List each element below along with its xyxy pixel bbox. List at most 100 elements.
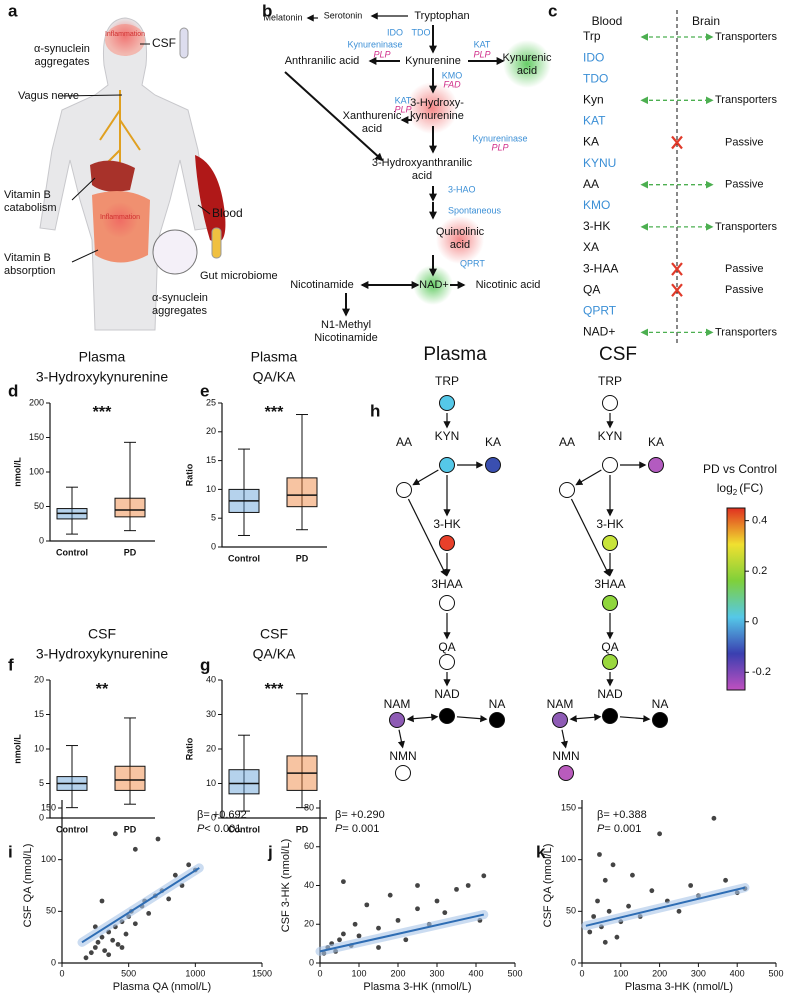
cofactor: PLP — [491, 142, 508, 152]
transport-label: Passive — [725, 136, 764, 148]
x-tick-label: 0 — [59, 968, 64, 978]
node-label: QA — [438, 640, 455, 654]
point — [595, 898, 600, 904]
row-name: QA — [583, 282, 600, 296]
point — [614, 934, 620, 940]
point — [711, 815, 717, 821]
metabolite: Nicotinamide — [314, 332, 378, 344]
x-tick-label: Control — [56, 547, 88, 557]
point — [146, 911, 152, 916]
point — [83, 955, 89, 961]
node-label: 3-HK — [596, 517, 623, 531]
significance: *** — [265, 404, 284, 421]
point — [597, 852, 602, 857]
node-label: 3HAA — [431, 577, 462, 591]
metabolite: kynurenine — [410, 110, 464, 122]
node-label: TRP — [598, 374, 622, 388]
point — [88, 950, 94, 956]
blood-tube — [211, 227, 222, 259]
node — [439, 457, 455, 473]
x-tick-label: 300 — [429, 968, 444, 978]
x-tick-label: 200 — [652, 968, 667, 978]
point — [95, 939, 101, 945]
node-label: KYN — [598, 429, 623, 443]
csf-tube — [179, 27, 189, 59]
edge — [619, 715, 651, 723]
network-title: Plasma — [423, 344, 487, 365]
node-label: NAM — [547, 697, 574, 711]
x-tick-label: 1500 — [252, 968, 272, 978]
x-axis-label: Plasma 3-HK (nmol/L) — [363, 981, 471, 993]
enzyme: KAT — [474, 39, 491, 49]
transport-label: Transporters — [715, 221, 777, 233]
axes — [221, 680, 327, 819]
p-number: = 0.001 — [604, 823, 641, 835]
y-tick-label: 100 — [561, 854, 576, 864]
point — [723, 877, 728, 883]
y-tick-label: 0 — [211, 812, 216, 822]
edge — [456, 715, 488, 723]
cofactor: FAD — [443, 79, 461, 89]
x-tick-label: Control — [228, 824, 260, 834]
point — [376, 925, 381, 931]
point — [364, 902, 370, 908]
colorbar — [726, 507, 746, 691]
node — [439, 595, 455, 611]
enzyme: Kynureninase — [472, 133, 527, 143]
enzyme: IDO — [387, 27, 403, 37]
point — [649, 888, 655, 894]
row-name: XA — [583, 240, 599, 254]
node — [389, 712, 405, 728]
node — [395, 765, 411, 781]
label: α-synuclein — [34, 43, 90, 55]
label: Blood — [212, 206, 243, 220]
node — [439, 395, 455, 411]
panel-label: h — [370, 401, 380, 420]
label: aggregates — [34, 56, 90, 68]
glow — [413, 265, 453, 305]
edge — [570, 498, 610, 577]
point — [92, 945, 98, 950]
panel-labels: a b c d e f g h i j k — [8, 1, 557, 861]
y-tick-label: 15 — [34, 709, 44, 719]
p-symbol: P — [597, 823, 605, 835]
edge — [569, 713, 602, 723]
arrow — [284, 71, 384, 162]
y-tick-label: 0 — [39, 812, 44, 822]
colorbar-tick-label: 0.2 — [752, 565, 767, 577]
point — [110, 937, 116, 943]
y-tick-label: 40 — [304, 880, 314, 890]
node — [602, 654, 618, 670]
leader — [71, 249, 99, 263]
y-tick-label: 0 — [51, 957, 56, 967]
metabolite: Xanthurenic — [343, 110, 402, 122]
y-tick-label: 50 — [566, 906, 576, 916]
colorbar-tick-label: 0 — [752, 616, 758, 628]
p-symbol: P — [197, 823, 205, 835]
point — [123, 931, 129, 937]
metabolite: Kynurenine — [405, 55, 461, 67]
fit-line — [319, 913, 485, 953]
x-tick-label: Control — [56, 824, 88, 834]
unit-log: log — [717, 481, 733, 495]
box — [228, 769, 260, 795]
inflammation-glow — [102, 202, 138, 238]
metabolite: Nicotinamide — [290, 279, 354, 291]
node-label: NAD — [597, 687, 623, 701]
x-tick-label: 300 — [691, 968, 706, 978]
node-label: NMN — [552, 749, 579, 763]
metabolite: acid — [450, 239, 470, 251]
x-tick-label: 400 — [730, 968, 745, 978]
y-tick-label: 20 — [206, 743, 216, 753]
point — [115, 942, 121, 947]
y-tick-label: 5 — [211, 513, 216, 523]
point — [403, 937, 409, 943]
node — [485, 457, 501, 473]
point — [465, 883, 471, 888]
beta: β= +0.290 — [335, 809, 385, 821]
x-tick-label: Control — [228, 553, 260, 563]
transport-label: Transporters — [715, 94, 777, 106]
panel-label: f — [8, 655, 14, 674]
axes — [221, 403, 327, 548]
metabolite: Nicotinic acid — [476, 279, 541, 291]
